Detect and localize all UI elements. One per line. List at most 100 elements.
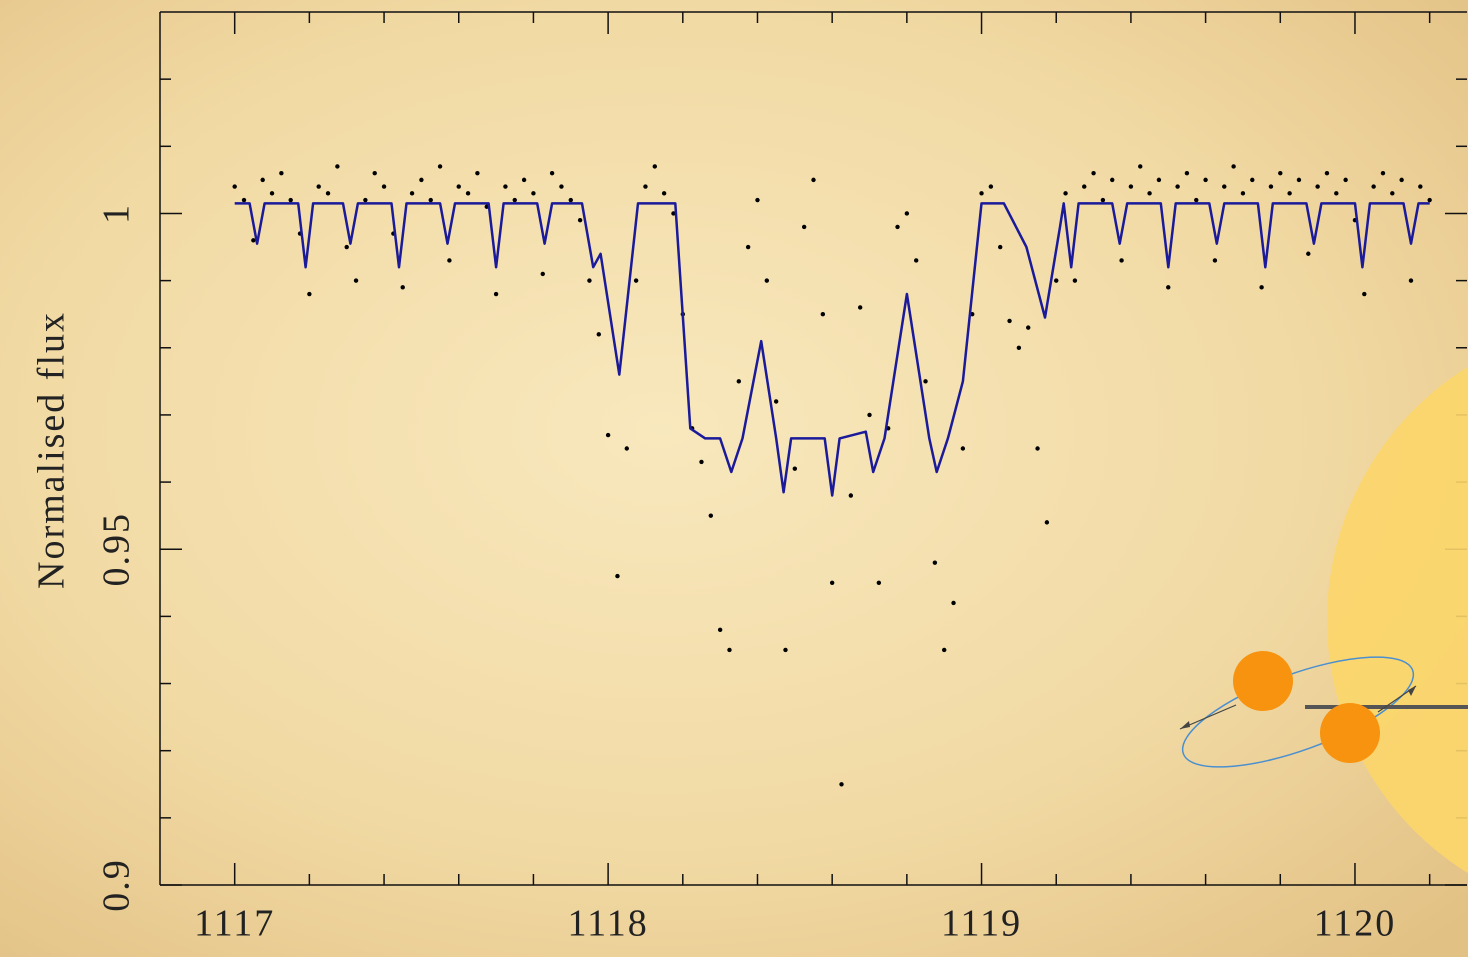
data-point bbox=[1240, 191, 1246, 196]
data-point bbox=[1268, 184, 1274, 189]
data-point bbox=[773, 399, 779, 404]
data-point bbox=[260, 177, 265, 183]
data-point bbox=[876, 580, 882, 586]
data-point bbox=[1306, 251, 1311, 256]
y-tick-label: 0.95 bbox=[96, 512, 138, 587]
data-point bbox=[1222, 184, 1227, 189]
data-point bbox=[708, 513, 714, 518]
data-point bbox=[568, 197, 573, 203]
y-tick-label: 1 bbox=[96, 203, 138, 224]
arrow-head bbox=[1408, 686, 1416, 696]
data-point bbox=[1194, 197, 1199, 203]
data-point bbox=[1334, 191, 1339, 196]
data-point bbox=[279, 170, 284, 176]
data-point bbox=[633, 278, 639, 283]
data-point bbox=[811, 177, 816, 183]
data-point bbox=[344, 244, 349, 250]
data-point bbox=[465, 191, 471, 196]
data-point bbox=[447, 258, 452, 263]
data-point bbox=[1100, 197, 1106, 203]
data-point bbox=[363, 197, 368, 203]
data-point bbox=[1026, 325, 1031, 330]
y-tick-label: 0.9 bbox=[96, 858, 138, 912]
data-point bbox=[316, 184, 321, 189]
data-point bbox=[419, 177, 424, 183]
data-point bbox=[381, 184, 387, 189]
data-point bbox=[353, 278, 359, 283]
data-point bbox=[531, 191, 536, 196]
data-point bbox=[1082, 184, 1087, 189]
data-point bbox=[764, 278, 770, 283]
data-point bbox=[615, 573, 620, 579]
data-point bbox=[1044, 520, 1050, 525]
data-point bbox=[605, 432, 611, 438]
y-axis-label: Normalised flux bbox=[31, 311, 73, 589]
data-point bbox=[1091, 170, 1096, 176]
data-point bbox=[960, 446, 966, 451]
data-point bbox=[1231, 164, 1236, 169]
data-point bbox=[1016, 345, 1022, 350]
x-tick-label: 1118 bbox=[568, 903, 649, 945]
data-point bbox=[1184, 170, 1190, 176]
data-point bbox=[1259, 285, 1264, 290]
data-point bbox=[1138, 164, 1143, 169]
data-point bbox=[801, 224, 807, 230]
data-point bbox=[1175, 184, 1180, 189]
data-point bbox=[829, 580, 835, 586]
data-point bbox=[1063, 191, 1068, 196]
data-point bbox=[1390, 191, 1395, 196]
data-point bbox=[1035, 446, 1040, 451]
data-point bbox=[755, 197, 760, 203]
data-point bbox=[624, 446, 629, 451]
data-point bbox=[942, 647, 947, 653]
data-point bbox=[456, 184, 461, 189]
data-point bbox=[783, 647, 788, 653]
data-point bbox=[549, 170, 555, 176]
data-point bbox=[1250, 177, 1255, 183]
data-point bbox=[839, 782, 844, 787]
arrow-head bbox=[1180, 721, 1190, 729]
x-tick-label: 1117 bbox=[194, 903, 275, 945]
data-point bbox=[400, 285, 405, 290]
data-point bbox=[512, 197, 517, 203]
data-point bbox=[661, 191, 667, 196]
data-point bbox=[979, 191, 984, 196]
data-point bbox=[736, 379, 742, 384]
data-point bbox=[1054, 278, 1059, 283]
data-point bbox=[792, 466, 798, 471]
data-point bbox=[428, 197, 433, 203]
data-point bbox=[1278, 170, 1283, 176]
data-point bbox=[521, 177, 527, 183]
data-point bbox=[1427, 197, 1432, 203]
data-point bbox=[717, 627, 723, 633]
data-point bbox=[1287, 191, 1292, 196]
data-point bbox=[1315, 184, 1320, 189]
data-point bbox=[559, 184, 564, 189]
data-point bbox=[1212, 258, 1218, 263]
data-point bbox=[820, 311, 826, 317]
data-point bbox=[1110, 177, 1115, 183]
data-point bbox=[1362, 291, 1367, 297]
data-point bbox=[596, 332, 601, 337]
data-point bbox=[503, 184, 508, 189]
data-point bbox=[1203, 177, 1208, 183]
data-point bbox=[325, 191, 331, 196]
data-point bbox=[913, 258, 919, 263]
data-point bbox=[1007, 318, 1012, 324]
x-tick-label: 1119 bbox=[941, 903, 1022, 945]
star-a bbox=[1233, 651, 1293, 711]
data-point bbox=[1324, 170, 1330, 176]
data-point bbox=[1296, 177, 1302, 183]
data-point bbox=[857, 305, 863, 310]
data-point bbox=[1371, 184, 1376, 189]
data-point bbox=[587, 278, 592, 283]
data-point bbox=[493, 291, 499, 297]
data-point bbox=[867, 412, 872, 418]
model-line bbox=[234, 202, 1430, 497]
data-point bbox=[1156, 177, 1162, 183]
data-point bbox=[951, 600, 956, 606]
data-point bbox=[1128, 184, 1134, 189]
